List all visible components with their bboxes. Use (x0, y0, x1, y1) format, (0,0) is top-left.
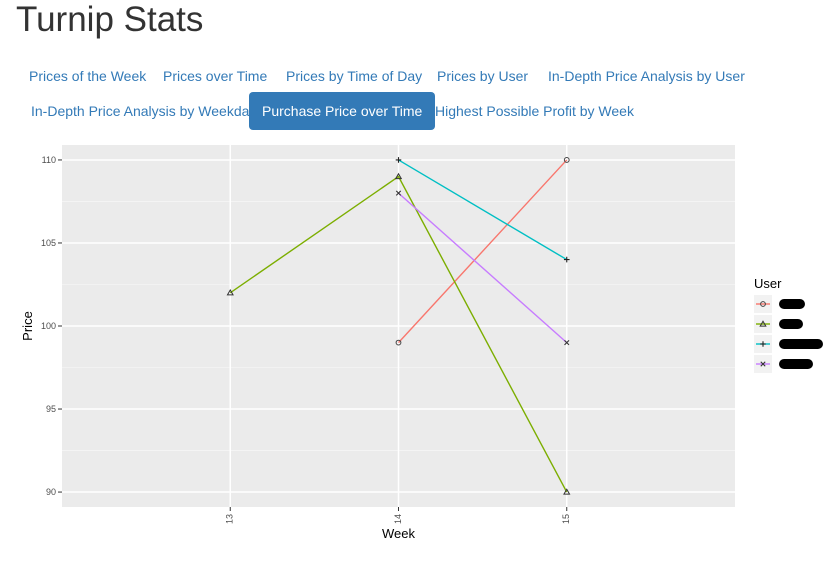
data-point (395, 157, 402, 163)
tab-prices-by-user[interactable]: Prices by User (437, 68, 529, 84)
data-point (760, 341, 766, 347)
data-point (395, 190, 402, 196)
tab-highest-possible-profit[interactable]: Highest Possible Profit by Week (435, 103, 634, 119)
tab-in-depth-by-user[interactable]: In-Depth Price Analysis by User (548, 68, 745, 84)
redacted-user-label (779, 339, 823, 349)
series-line (398, 192, 568, 344)
data-point (563, 488, 571, 495)
data-point (563, 157, 570, 163)
legend: User (754, 276, 823, 373)
page-title: Turnip Stats (16, 0, 204, 39)
data-point (760, 301, 766, 307)
y-tick-label: 105 (41, 238, 56, 248)
tab-prices-over-time[interactable]: Prices over Time (163, 68, 268, 84)
data-point (759, 320, 767, 327)
tab-in-depth-by-weekday[interactable]: In-Depth Price Analysis by Weekday (31, 103, 257, 119)
redacted-user-label (779, 359, 813, 369)
redacted-user-label (779, 319, 803, 329)
data-point (564, 339, 570, 346)
data-point (395, 339, 402, 346)
series-line (229, 175, 568, 493)
y-axis-title: Price (20, 311, 35, 341)
data-point (226, 288, 234, 296)
legend-title: User (754, 276, 782, 291)
x-tick-label: 13 (225, 514, 235, 524)
data-point (563, 256, 570, 263)
x-tick-label: 14 (393, 514, 403, 524)
y-tick-label: 90 (46, 487, 56, 497)
y-tick-label: 110 (42, 155, 56, 165)
redacted-user-label (779, 299, 805, 309)
tab-prices-by-time-of-day[interactable]: Prices by Time of Day (286, 68, 423, 84)
y-tick-label: 100 (41, 321, 56, 331)
tab-purchase-price-over-time[interactable]: Purchase Price over Time (249, 92, 436, 130)
y-tick-label: 95 (46, 404, 56, 414)
series-line (398, 159, 568, 261)
data-point (760, 361, 766, 367)
x-tick-label: 15 (561, 514, 571, 524)
x-axis-title: Week (382, 526, 415, 541)
data-point (394, 172, 403, 180)
tab-prices-of-the-week[interactable]: Prices of the Week (29, 68, 147, 84)
series-line (397, 159, 568, 344)
